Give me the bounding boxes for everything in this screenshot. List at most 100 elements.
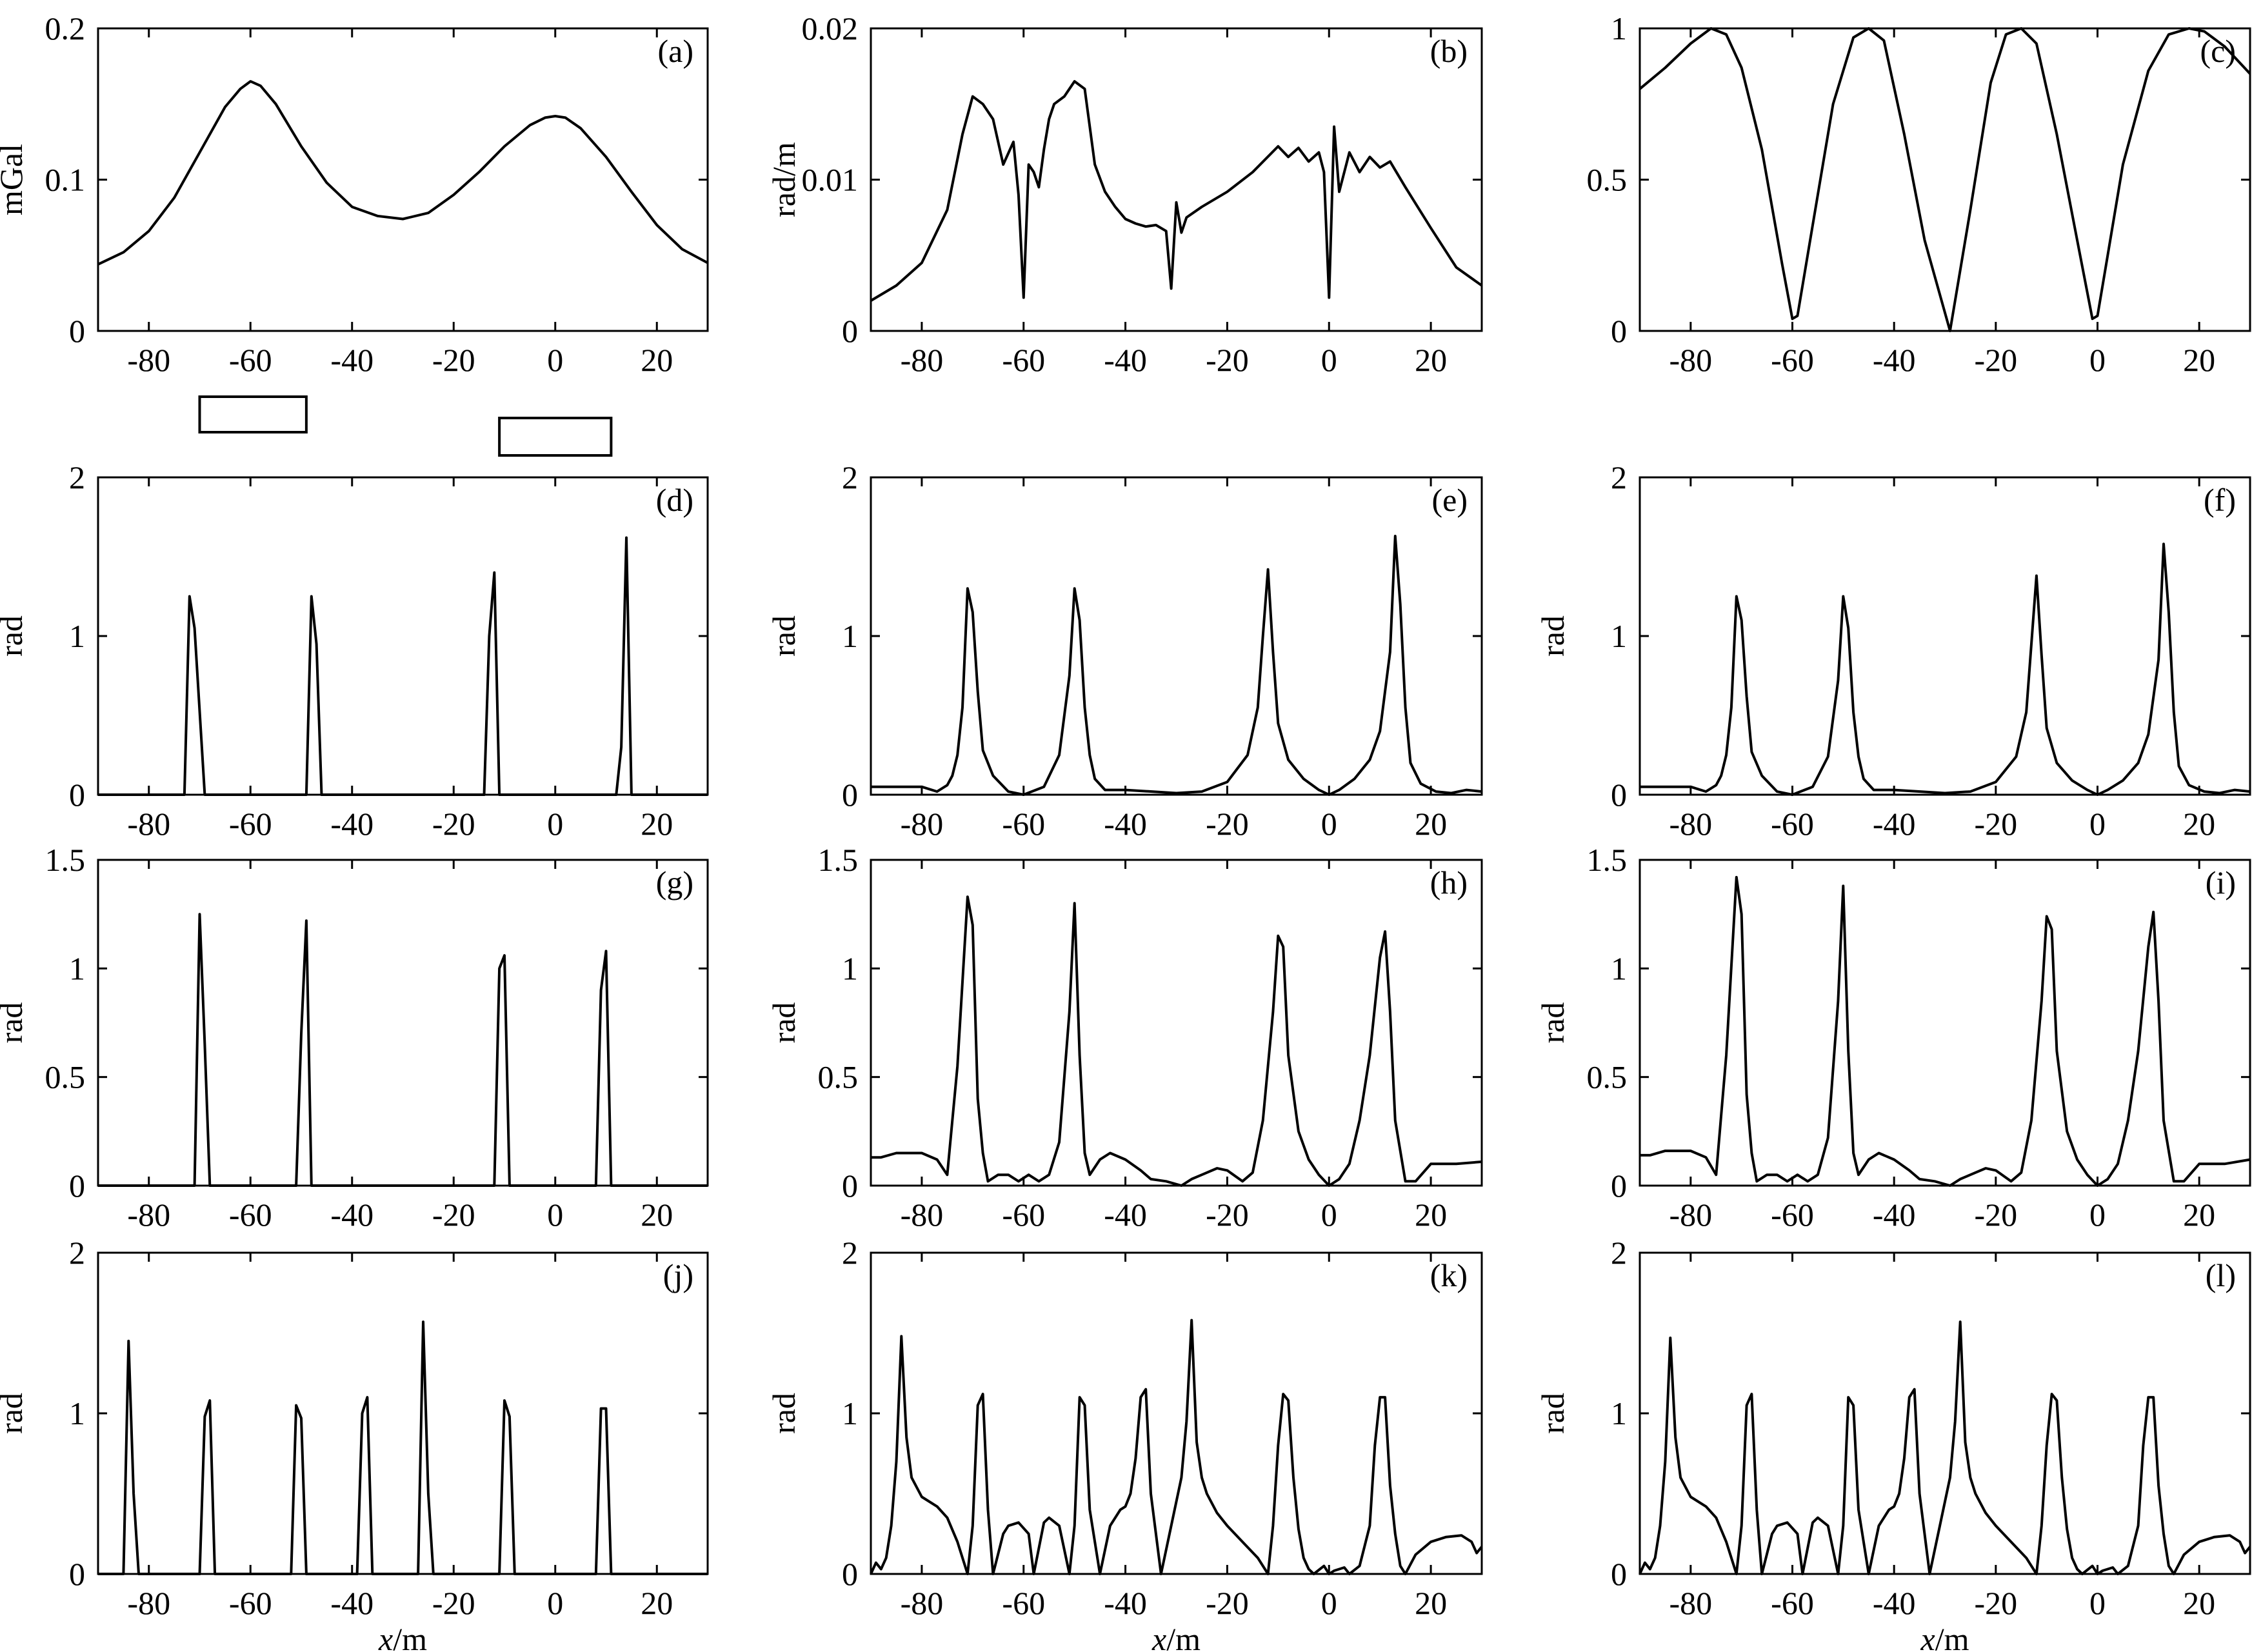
x-tick-label: -20	[432, 1585, 475, 1621]
x-tick-label: -80	[1669, 1197, 1713, 1233]
x-tick-label: -60	[1771, 1585, 1814, 1621]
y-tick-label: 0	[842, 1168, 858, 1204]
x-tick-label: -60	[1002, 342, 1045, 378]
x-tick-label: 0	[2089, 1197, 2106, 1233]
x-tick-label: 20	[2183, 342, 2215, 378]
y-axis-label: rad	[0, 1002, 29, 1044]
y-tick-label: 2	[842, 1235, 858, 1271]
y-tick-label: 1.5	[818, 842, 859, 878]
series-line-i	[1640, 875, 2251, 1187]
x-tick-label: 0	[547, 1197, 563, 1233]
y-tick-label: 1	[842, 618, 858, 654]
panel-label: (a)	[658, 33, 694, 69]
y-tick-label: 1	[842, 950, 858, 986]
y-tick-label: 0	[1611, 777, 1627, 813]
x-tick-label: -40	[1873, 1585, 1916, 1621]
series-line-b	[870, 80, 1483, 302]
x-tick-label: -40	[1873, 806, 1916, 842]
y-tick-label: 0.2	[45, 10, 86, 46]
y-tick-label: 0.01	[802, 162, 859, 198]
panel-label: (i)	[2206, 864, 2236, 901]
x-tick-label: -60	[229, 1197, 272, 1233]
plot-frame	[1639, 1251, 2251, 1575]
x-tick-label: 20	[641, 806, 673, 842]
series-line-c	[1639, 27, 2251, 332]
x-tick-label: -40	[1104, 1585, 1147, 1621]
y-axis-label: rad	[766, 1002, 802, 1044]
plot-frame	[97, 27, 709, 332]
y-tick-label: 0.1	[45, 162, 86, 198]
y-tick-label: 1	[69, 1395, 85, 1431]
x-tick-label: -80	[901, 342, 944, 378]
plot-frame	[870, 1251, 1483, 1575]
y-tick-label: 1	[1611, 950, 1627, 986]
x-tick-label: -20	[1975, 1585, 2018, 1621]
x-tick-label: -60	[1771, 806, 1814, 842]
x-tick-label: -20	[1206, 342, 1249, 378]
y-axis-label: rad	[1535, 615, 1571, 657]
y-tick-label: 0.5	[45, 1059, 86, 1095]
panel-d: -80 -60 -40 -20 0 20 0 1 2 rad (d)	[0, 459, 709, 842]
x-tick-label: 0	[1321, 1585, 1337, 1621]
panel-l: -80 -60 -40 -20 0 20 0 1 2 rad (l) x/m	[1535, 1235, 2251, 1652]
panel-i: -80 -60 -40 -20 0 20 0 0.5 1 1.5 rad (i)	[1535, 842, 2251, 1233]
y-tick-label: 1	[69, 950, 85, 986]
panel-label: (d)	[656, 482, 693, 518]
y-tick-label: 1	[1611, 618, 1627, 654]
x-tick-label: 20	[2183, 1585, 2215, 1621]
x-tick-label: -60	[1771, 342, 1814, 378]
series-line-j	[98, 1320, 708, 1575]
x-tick-label: -80	[127, 342, 170, 378]
x-tick-label: 20	[2183, 806, 2215, 842]
series-line-k	[870, 1319, 1483, 1575]
y-tick-label: 0	[1611, 313, 1627, 349]
x-tick-label: -40	[330, 806, 374, 842]
y-tick-label: 1	[1611, 10, 1627, 46]
x-tick-label: 20	[1415, 342, 1447, 378]
y-axis-label: mGal	[0, 144, 29, 215]
y-tick-label: 1.5	[1587, 842, 1628, 878]
y-tick-label: 1	[69, 618, 85, 654]
x-tick-label: -80	[1669, 806, 1713, 842]
panel-k: -80 -60 -40 -20 0 20 0 1 2 rad (k) x/m	[766, 1235, 1483, 1652]
y-tick-label: 1.5	[45, 842, 86, 878]
x-tick-label: -20	[1206, 1197, 1249, 1233]
y-tick-label: 0.5	[818, 1059, 859, 1095]
panel-label: (g)	[656, 864, 693, 901]
x-tick-label: 0	[1321, 342, 1337, 378]
x-axis-label: x/m	[378, 1621, 427, 1652]
panel-label: (l)	[2206, 1257, 2236, 1293]
series-line-d	[98, 536, 708, 796]
x-tick-label: -80	[127, 806, 170, 842]
y-tick-label: 0	[1611, 1556, 1627, 1592]
y-axis-label: rad	[0, 615, 29, 657]
x-tick-label: -40	[1104, 342, 1147, 378]
y-tick-label: 0.5	[1587, 1059, 1628, 1095]
x-tick-label: -40	[1104, 1197, 1147, 1233]
x-tick-label: 20	[641, 1585, 673, 1621]
panel-j: -80 -60 -40 -20 0 20 0 1 2 rad (j) x/m	[0, 1235, 709, 1652]
y-axis-label: rad	[1535, 1002, 1571, 1044]
x-tick-label: -60	[229, 1585, 272, 1621]
x-tick-label: -20	[1975, 342, 2018, 378]
x-tick-label: 0	[1321, 806, 1337, 842]
x-tick-label: -60	[1002, 806, 1045, 842]
panel-label: (e)	[1432, 482, 1468, 518]
y-tick-label: 0	[69, 1168, 85, 1204]
y-tick-label: 2	[69, 1235, 85, 1271]
series-line-f	[1640, 542, 2251, 796]
panel-label: (j)	[663, 1257, 693, 1293]
plot-frame	[97, 1251, 709, 1575]
x-tick-label: -20	[1206, 1585, 1249, 1621]
x-tick-label: -20	[432, 806, 475, 842]
panel-a: -80 -60 -40 -20 0 20 0 0.1 0.2 mGal (a)	[0, 10, 709, 378]
x-tick-label: 20	[2183, 1197, 2215, 1233]
y-tick-label: 2	[69, 459, 85, 495]
series-line-e	[871, 535, 1482, 796]
x-tick-label: -60	[1771, 1197, 1814, 1233]
series-line-a	[97, 80, 708, 266]
x-tick-label: -20	[1206, 806, 1249, 842]
panel-g: -80 -60 -40 -20 0 20 0 0.5 1 1.5 rad (g)	[0, 842, 709, 1233]
